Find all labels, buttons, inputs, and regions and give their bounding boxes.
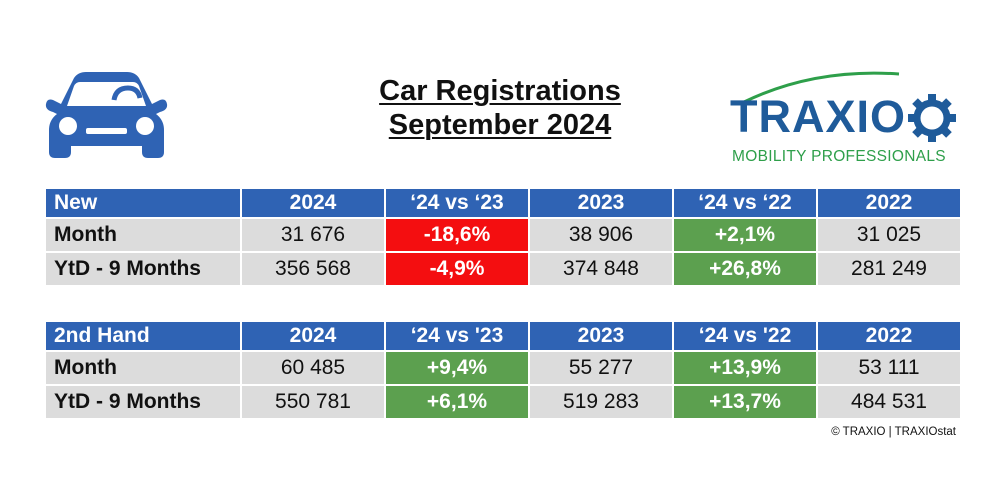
- section-label-new: New: [46, 189, 240, 219]
- col-header-2024: 2024: [242, 322, 384, 352]
- cell-change-positive: +6,1%: [386, 386, 528, 420]
- car-icon: [45, 72, 168, 158]
- col-header-2023: 2023: [530, 322, 672, 352]
- cell-value: 281 249: [818, 253, 960, 287]
- cell-value: 550 781: [242, 386, 384, 420]
- cell-change-positive: +13,7%: [674, 386, 816, 420]
- table-header-row: New 2024 ‘24 vs ‘23 2023 ‘24 vs ‘22 2022: [46, 189, 960, 219]
- logo-tagline: MOBILITY PROFESSIONALS: [732, 148, 946, 165]
- cell-value: 55 277: [530, 352, 672, 386]
- row-label-month: Month: [46, 352, 240, 386]
- row-label-ytd: YtD - 9 Months: [46, 253, 240, 287]
- table-row: YtD - 9 Months 550 781 +6,1% 519 283 +13…: [46, 386, 960, 420]
- cell-value: 31 025: [818, 219, 960, 253]
- cell-change-positive: +9,4%: [386, 352, 528, 386]
- page-title: Car Registrations September 2024: [300, 74, 700, 142]
- cell-value: 484 531: [818, 386, 960, 420]
- row-label-month: Month: [46, 219, 240, 253]
- copyright-notice: © TRAXIO | TRAXIOstat: [831, 426, 956, 438]
- cell-value: 356 568: [242, 253, 384, 287]
- logo-swoosh-icon: [743, 71, 956, 142]
- cell-value: 53 111: [818, 352, 960, 386]
- table-row: Month 60 485 +9,4% 55 277 +13,9% 53 111: [46, 352, 960, 386]
- table-row: YtD - 9 Months 356 568 -4,9% 374 848 +26…: [46, 253, 960, 287]
- col-header-24-vs-22: ‘24 vs ‘22: [674, 189, 816, 219]
- cell-change-positive: +13,9%: [674, 352, 816, 386]
- col-header-24-vs-23: ‘24 vs ‘23: [386, 189, 528, 219]
- col-header-2022: 2022: [818, 189, 960, 219]
- new-registrations-table: New 2024 ‘24 vs ‘23 2023 ‘24 vs ‘22 2022…: [44, 189, 962, 287]
- table-row: Month 31 676 -18,6% 38 906 +2,1% 31 025: [46, 219, 960, 253]
- col-header-24-vs-23: ‘24 vs '23: [386, 322, 528, 352]
- cell-value: 60 485: [242, 352, 384, 386]
- logo-brand: TRAXIO: [730, 91, 907, 142]
- cell-value: 31 676: [242, 219, 384, 253]
- cell-value: 519 283: [530, 386, 672, 420]
- col-header-2023: 2023: [530, 189, 672, 219]
- title-line-2: September 2024: [388, 109, 612, 141]
- cell-change-negative: -18,6%: [386, 219, 528, 253]
- cell-change-positive: +26,8%: [674, 253, 816, 287]
- cell-change-negative: -4,9%: [386, 253, 528, 287]
- row-label-ytd: YtD - 9 Months: [46, 386, 240, 420]
- used-registrations-table: 2nd Hand 2024 ‘24 vs '23 2023 ‘24 vs '22…: [44, 322, 962, 420]
- cell-value: 374 848: [530, 253, 672, 287]
- traxio-logo: TRAXIO MOBILITY PROFESSIONALS: [724, 66, 964, 166]
- cell-change-positive: +2,1%: [674, 219, 816, 253]
- title-line-1: Car Registrations: [379, 75, 621, 107]
- col-header-2022: 2022: [818, 322, 960, 352]
- table-header-row: 2nd Hand 2024 ‘24 vs '23 2023 ‘24 vs '22…: [46, 322, 960, 352]
- cell-value: 38 906: [530, 219, 672, 253]
- col-header-2024: 2024: [242, 189, 384, 219]
- section-label-2nd-hand: 2nd Hand: [46, 322, 240, 352]
- col-header-24-vs-22: ‘24 vs '22: [674, 322, 816, 352]
